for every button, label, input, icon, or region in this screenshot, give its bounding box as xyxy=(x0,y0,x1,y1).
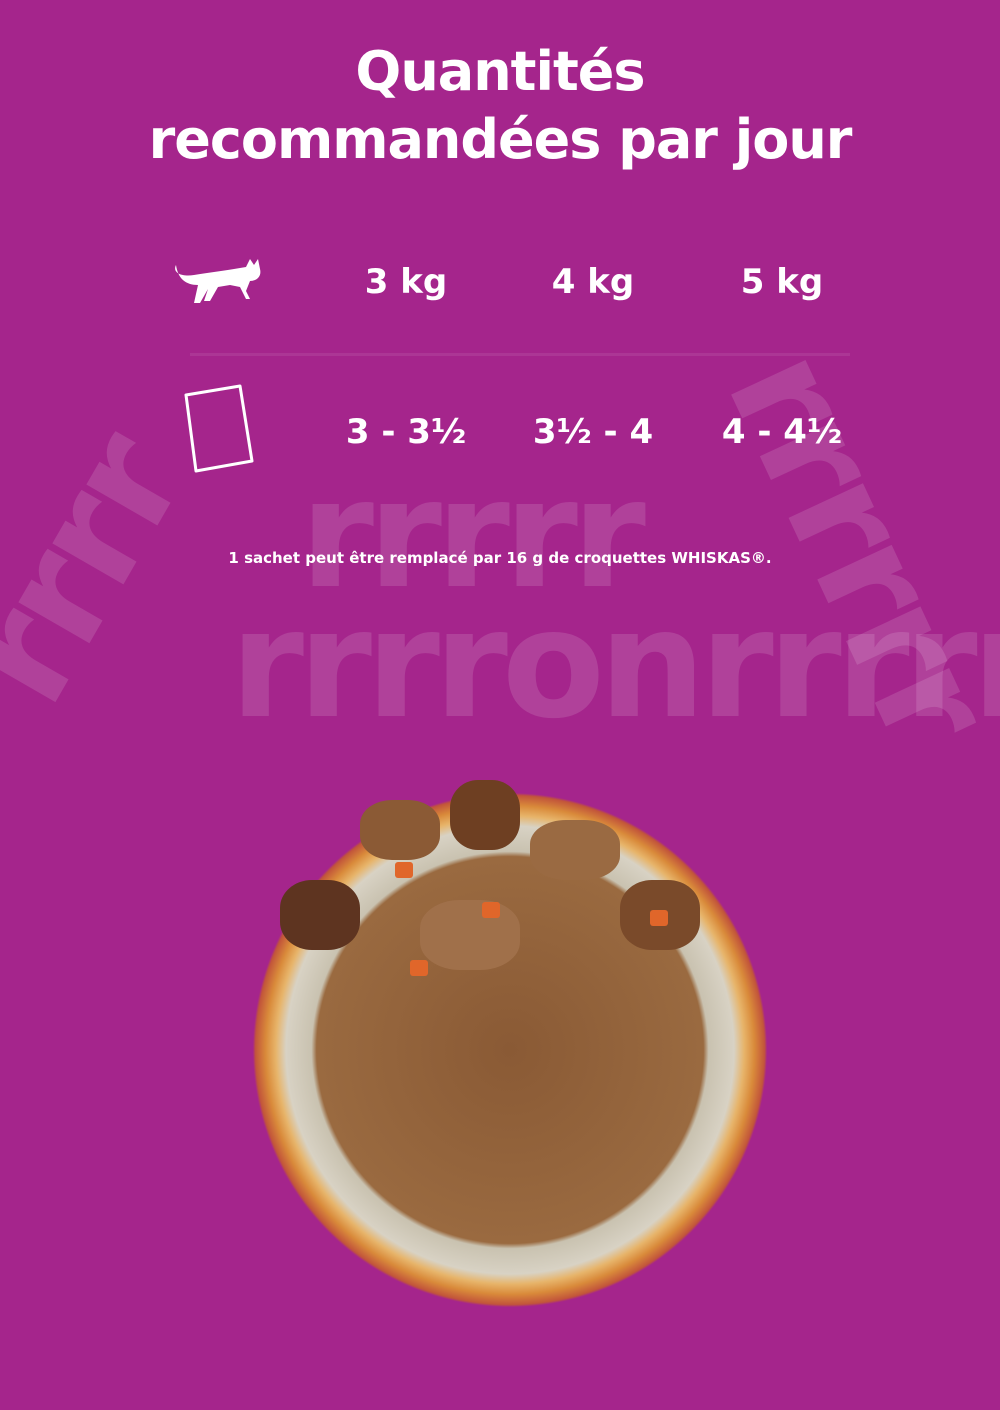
title-line-1: Quantités xyxy=(355,40,645,103)
weight-3kg: 3 kg xyxy=(364,262,448,302)
food-chunk xyxy=(360,800,440,860)
food-chunk xyxy=(530,820,620,880)
carrot-piece xyxy=(395,862,413,878)
background-text-row: rrrrr xyxy=(300,448,646,622)
food-chunk xyxy=(420,900,520,970)
title-line-2: recommandées par jour xyxy=(148,108,853,171)
carrot-piece xyxy=(410,960,428,976)
pouches-3kg: 3 - 3½ xyxy=(345,412,467,452)
cat-icon xyxy=(175,259,261,303)
pouches-4kg: 3½ - 4 xyxy=(532,412,654,452)
weight-5kg: 5 kg xyxy=(740,262,824,302)
footnote: 1 sachet peut être remplacé par 16 g de … xyxy=(228,549,772,567)
food-chunk xyxy=(280,880,360,950)
divider xyxy=(190,353,850,356)
carrot-piece xyxy=(650,910,668,926)
carrot-piece xyxy=(482,902,500,918)
page-title: Quantités recommandées par jour xyxy=(0,38,1000,174)
weight-4kg: 4 kg xyxy=(551,262,635,302)
background-text-arc-left: rrrr xyxy=(0,408,217,731)
food-chunk xyxy=(450,780,520,850)
pouch-icon xyxy=(184,384,254,473)
pouches-5kg: 4 - 4½ xyxy=(721,412,843,452)
